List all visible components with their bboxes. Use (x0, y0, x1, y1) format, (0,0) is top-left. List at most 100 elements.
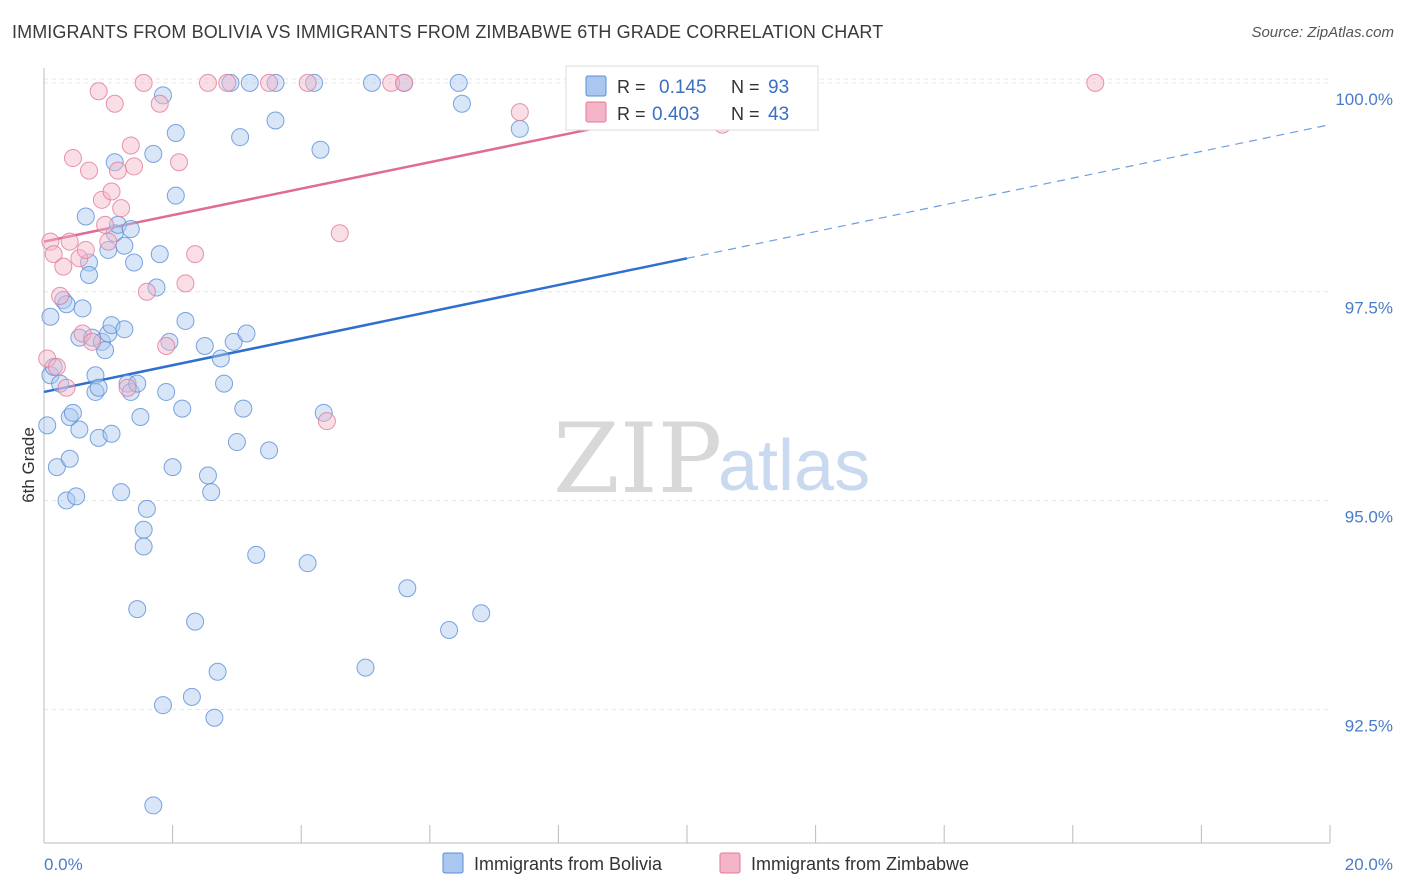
point-zimbabwe (121, 136, 140, 155)
point-bolivia (144, 144, 163, 163)
stats-legend: R = 0.145 N = 93 R = 0.403 N = 43 (565, 65, 819, 131)
point-bolivia (202, 483, 221, 502)
point-bolivia (147, 278, 166, 297)
axes (43, 68, 1331, 844)
point-zimbabwe (99, 232, 118, 251)
point-bolivia (47, 458, 66, 477)
legend-swatch-bolivia (585, 75, 607, 97)
point-bolivia (134, 520, 153, 539)
point-bolivia (57, 491, 76, 510)
point-bolivia (121, 220, 140, 239)
point-bolivia (231, 128, 250, 147)
point-bolivia (134, 537, 153, 556)
point-bolivia (266, 111, 285, 130)
point-bolivia (80, 266, 99, 284)
y-axis-title: 6th Grade (19, 427, 38, 503)
point-bolivia (173, 399, 192, 418)
point-zimbabwe (150, 94, 169, 113)
trend-line-bolivia (43, 257, 688, 394)
point-bolivia (472, 604, 491, 623)
point-zimbabwe (76, 240, 95, 259)
legend-box (565, 65, 819, 131)
point-zimbabwe (54, 257, 73, 276)
point-zimbabwe (125, 157, 144, 176)
point-bolivia (157, 382, 176, 401)
point-bolivia (131, 408, 150, 426)
series-legend-swatch-zimbabwe (719, 852, 741, 874)
point-bolivia (73, 299, 92, 318)
point-bolivia (208, 662, 227, 681)
x-tick-label-min: 0.0% (44, 855, 83, 874)
series-legend: Immigrants from Bolivia Immigrants from … (442, 852, 969, 874)
point-bolivia (266, 73, 285, 92)
point-bolivia (205, 708, 224, 727)
point-bolivia (166, 186, 185, 205)
point-zimbabwe (298, 73, 317, 92)
point-zimbabwe (112, 199, 131, 218)
point-bolivia (115, 320, 134, 339)
y-tick-labels: 92.5% 95.0% 97.5% 100.0% (1335, 90, 1393, 735)
point-bolivia (63, 403, 82, 422)
point-bolivia (260, 441, 279, 460)
point-bolivia (89, 378, 108, 397)
y-tick-label: 97.5% (1345, 299, 1393, 318)
legend-r-label-2: R = (617, 104, 646, 124)
legend-swatch-zimbabwe (585, 101, 607, 123)
point-bolivia (144, 796, 163, 815)
point-bolivia (67, 487, 86, 506)
point-zimbabwe (218, 73, 237, 92)
point-bolivia (215, 374, 234, 393)
legend-n-label-2: N = (731, 104, 760, 124)
point-bolivia (440, 621, 459, 639)
point-bolivia (137, 499, 156, 518)
point-bolivia (362, 73, 381, 92)
point-zimbabwe (510, 103, 529, 122)
point-bolivia (237, 324, 256, 343)
point-zimbabwe (57, 378, 76, 397)
legend-r-value-2: 0.403 (652, 104, 700, 125)
point-bolivia (60, 449, 79, 468)
point-bolivia (112, 483, 131, 502)
point-zimbabwe (170, 153, 189, 172)
point-zimbabwe (198, 73, 217, 92)
chart-title: IMMIGRANTS FROM BOLIVIA VS IMMIGRANTS FR… (12, 22, 884, 42)
point-bolivia (38, 416, 57, 435)
point-bolivia (234, 399, 253, 418)
point-bolivia (311, 140, 330, 159)
point-bolivia (356, 658, 375, 677)
point-zimbabwe (176, 274, 195, 293)
point-zimbabwe (1086, 73, 1105, 92)
point-zimbabwe (60, 232, 79, 251)
point-zimbabwe (137, 282, 156, 301)
point-bolivia (449, 73, 468, 92)
point-bolivia (298, 554, 317, 573)
watermark-atlas: atlas (718, 426, 870, 506)
point-zimbabwe (105, 94, 124, 113)
point-zimbabwe (102, 182, 121, 201)
point-bolivia (211, 349, 230, 368)
point-zimbabwe (108, 161, 127, 180)
legend-n-value-1: 93 (768, 77, 789, 98)
legend-n-value-2: 43 (768, 104, 789, 125)
point-zimbabwe (118, 378, 137, 397)
point-zimbabwe (51, 286, 70, 305)
x-tick-label-max: 20.0% (1345, 855, 1393, 874)
legend-n-label-1: N = (731, 77, 760, 97)
point-bolivia (186, 612, 205, 631)
series-legend-label-zimbabwe: Immigrants from Zimbabwe (751, 854, 969, 874)
point-zimbabwe (134, 73, 153, 92)
legend-r-value-1: 0.145 (659, 77, 707, 98)
point-bolivia (70, 420, 89, 439)
point-bolivia (176, 311, 195, 330)
point-zimbabwe (96, 215, 115, 234)
point-zimbabwe (157, 337, 176, 355)
point-zimbabwe (260, 73, 279, 92)
point-bolivia (115, 236, 134, 255)
point-zimbabwe (83, 332, 102, 351)
y-tick-label: 100.0% (1335, 90, 1393, 109)
point-bolivia (41, 307, 60, 326)
point-bolivia (153, 696, 172, 715)
point-bolivia (150, 245, 169, 264)
point-bolivia (76, 207, 95, 226)
y-tick-label: 92.5% (1345, 716, 1393, 735)
